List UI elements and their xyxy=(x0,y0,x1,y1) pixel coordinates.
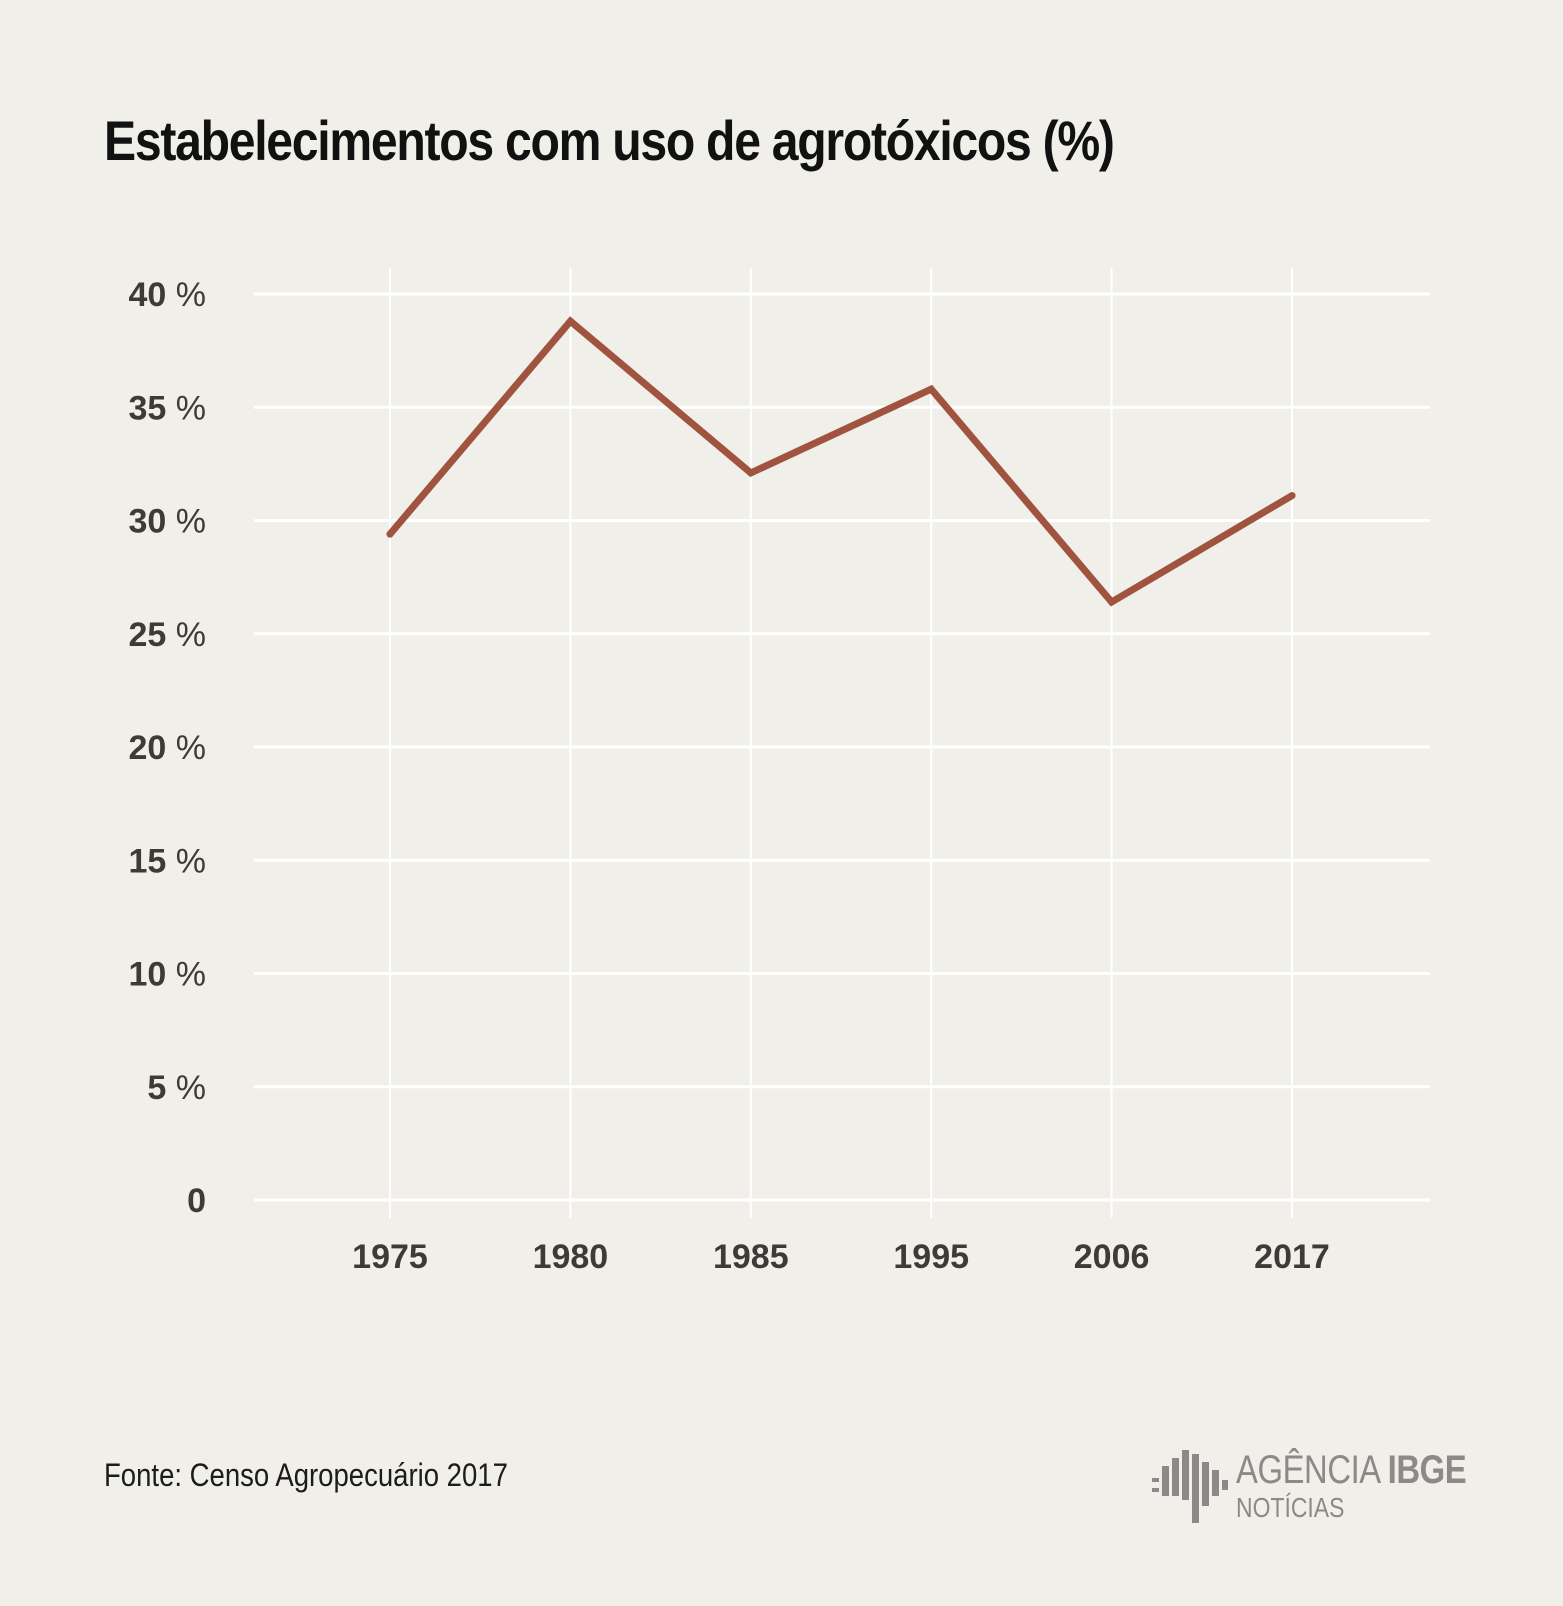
series-line xyxy=(386,316,1296,607)
source-note: Fonte: Censo Agropecuário 2017 xyxy=(104,1457,508,1493)
data-point xyxy=(927,385,935,393)
data-point xyxy=(1108,598,1116,606)
logo-brand: IBGE xyxy=(1387,1448,1467,1492)
y-tick-label: 25 % xyxy=(128,616,206,654)
y-tick-label: 35 % xyxy=(128,389,206,427)
data-point xyxy=(566,317,574,325)
data-point xyxy=(386,530,394,538)
y-tick-label: 30 % xyxy=(128,503,206,541)
logo-word: AGÊNCIA xyxy=(1236,1448,1379,1492)
x-tick-label: 1985 xyxy=(713,1238,789,1276)
y-tick-label: 10 % xyxy=(128,956,206,994)
chart-title: Estabelecimentos com uso de agrotóxicos … xyxy=(104,109,1115,172)
agencia-ibge-logo: AGÊNCIA IBGE NOTÍCIAS xyxy=(1152,1448,1467,1523)
y-tick-label: 20 % xyxy=(128,729,206,767)
x-tick-label: 1995 xyxy=(893,1238,969,1276)
data-point xyxy=(1288,492,1296,500)
y-tick-label: 15 % xyxy=(128,842,206,880)
x-tick-label: 1980 xyxy=(533,1238,609,1276)
x-tick-label: 2017 xyxy=(1254,1238,1330,1276)
x-tick-label: 2006 xyxy=(1074,1238,1150,1276)
logo-wordmark: AGÊNCIA IBGE xyxy=(1236,1448,1467,1493)
logo-subtitle: NOTÍCIAS xyxy=(1236,1492,1345,1523)
data-point xyxy=(747,469,755,477)
x-tick-label: 1975 xyxy=(352,1238,428,1276)
y-tick-label: 5 % xyxy=(147,1069,206,1107)
y-tick-label: 0 xyxy=(187,1182,206,1220)
ibge-bars-icon xyxy=(1152,1450,1228,1523)
y-tick-label: 40 % xyxy=(128,276,206,314)
